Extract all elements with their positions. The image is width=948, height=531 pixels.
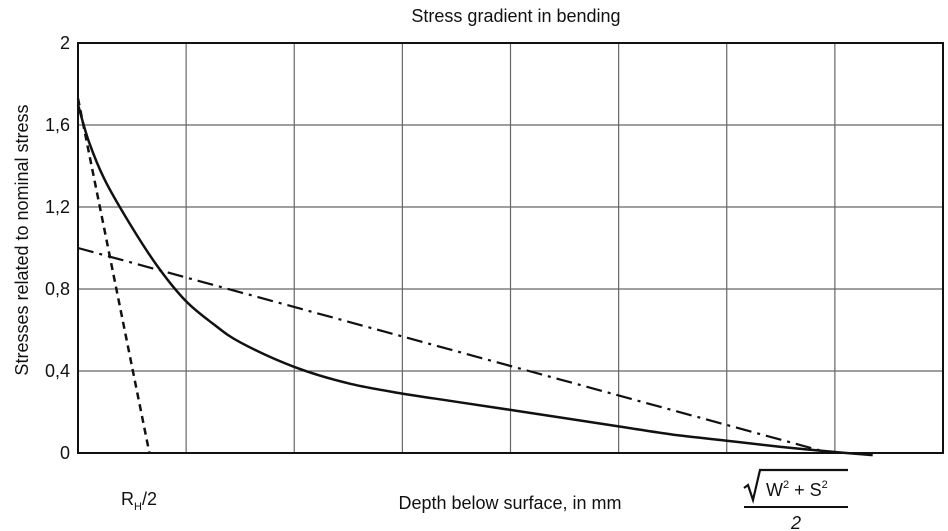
formula-s-sup: 2 [822,479,828,491]
formula-numerator: W2 + S2 [766,479,828,500]
rh-letter: R [121,489,134,509]
series-line-solid [76,104,873,457]
rh-subscript: H [134,501,142,513]
formula-w: W [766,480,783,500]
formula-denominator: 2 [790,513,801,531]
chart-title: Stress gradient in bending [411,6,620,26]
series-line-dashed [76,98,151,454]
x-axis-label: Depth below surface, in mm [398,493,621,513]
y-tick-label: 1,6 [45,115,70,135]
sqrt-sign [743,468,848,505]
series [76,98,873,457]
y-tick-label: 0,4 [45,361,70,381]
rh-half-annotation: RH/2 [121,489,157,513]
y-axis-label: Stresses related to nominal stress [12,104,32,375]
y-tick-label: 0,8 [45,279,70,299]
y-tick-labels: 0 0,4 0,8 1,2 1,6 2 [45,33,70,463]
formula-w-sup: 2 [783,479,789,491]
formula-plus-s: + S [789,480,822,500]
y-tick-label: 2 [60,33,70,53]
series-line-dashdot [77,246,830,455]
y-tick-label: 1,2 [45,197,70,217]
y-tick-label: 0 [60,443,70,463]
rh-suffix: /2 [142,489,157,509]
grid [78,43,943,453]
depth-formula-annotation: W2 + S2 2 [743,468,848,531]
